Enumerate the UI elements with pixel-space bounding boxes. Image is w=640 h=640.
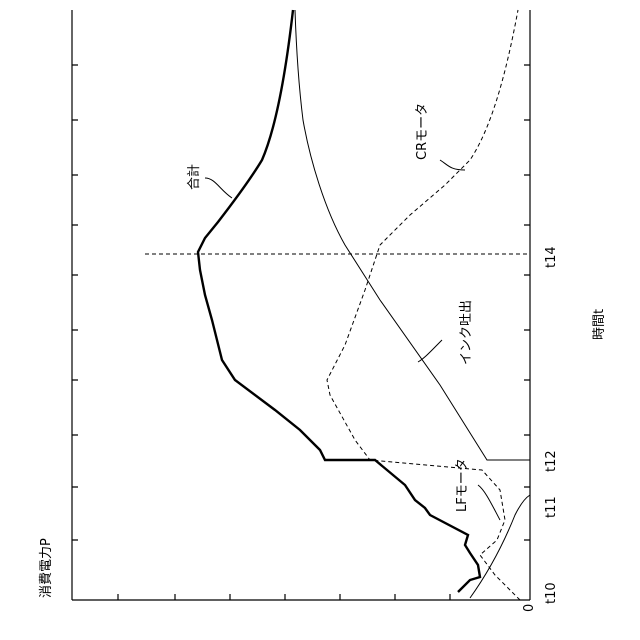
cr-motor-curve (327, 10, 520, 600)
curve-label: CRモータ (415, 103, 430, 160)
ink-ejection-curve (295, 10, 530, 460)
time-label: t12 (544, 450, 559, 472)
x-axis-label: 時間t (592, 309, 607, 340)
time-label: t10 (544, 582, 559, 604)
total-curve (198, 10, 480, 592)
curve-label: 合計 (186, 164, 202, 190)
time-label: t11 (544, 496, 559, 518)
figure: 消費電力P 時間t 0 t10 t11 t12 t14 合計 CRモータ インク… (0, 0, 640, 640)
time-label: t14 (544, 246, 559, 268)
origin-label: 0 (522, 604, 537, 612)
y-axis-label: 消費電力P (39, 538, 54, 598)
lf-motor-curve (470, 495, 530, 598)
curve-label: LFモータ (455, 458, 470, 512)
curve-label: インク吐出 (459, 300, 474, 365)
